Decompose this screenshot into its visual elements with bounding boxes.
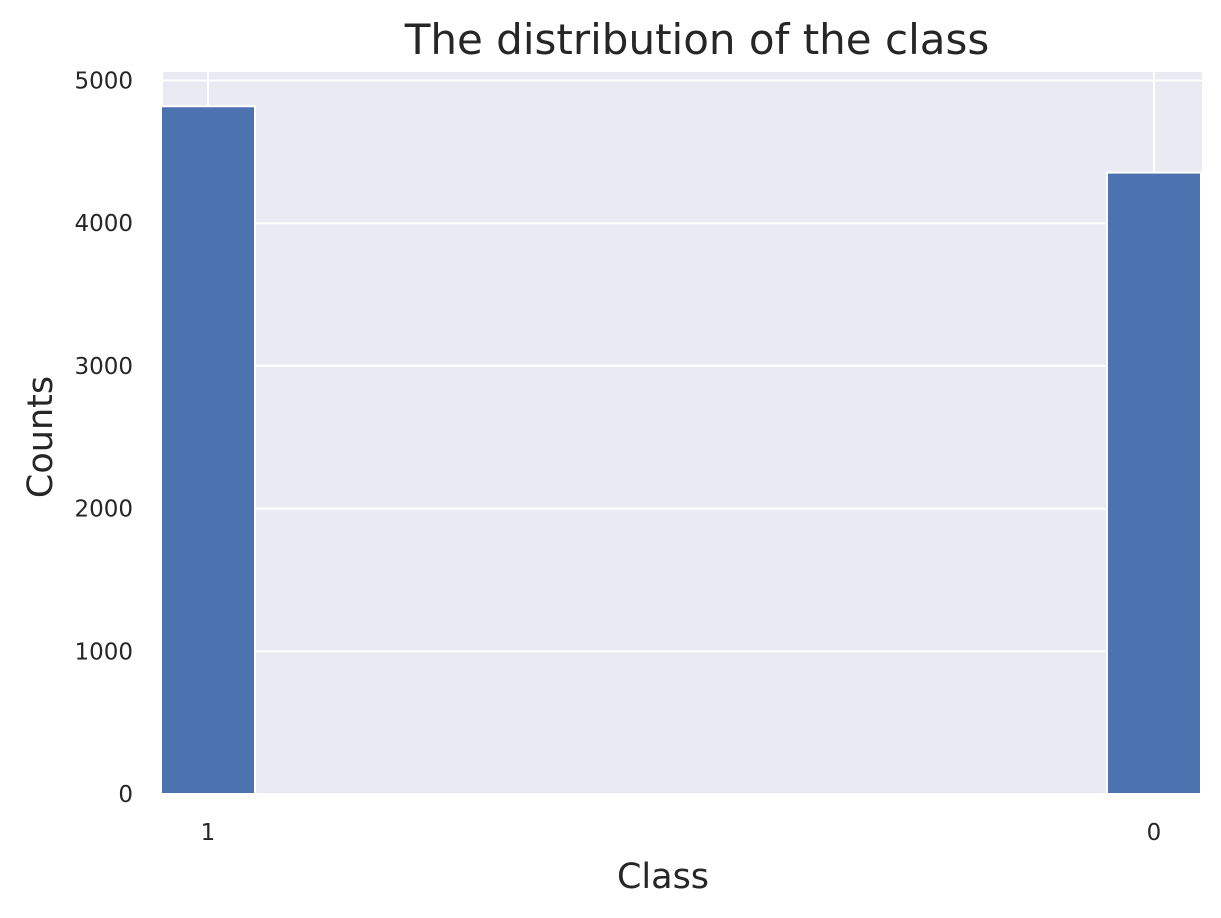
y-tick-label: 2000 bbox=[74, 497, 133, 523]
x-tick-label: 1 bbox=[201, 820, 216, 846]
y-tick-labels: 0 1000 2000 3000 4000 5000 bbox=[74, 69, 133, 808]
plot-area bbox=[163, 72, 1202, 794]
bar-0 bbox=[1106, 171, 1202, 796]
y-tick-label: 1000 bbox=[74, 639, 133, 665]
y-tick-label: 0 bbox=[118, 782, 133, 808]
y-tick-label: 4000 bbox=[74, 211, 133, 237]
x-axis-label: Class bbox=[617, 857, 709, 897]
y-tick-label: 5000 bbox=[74, 69, 133, 95]
x-tick-label: 0 bbox=[1147, 820, 1162, 846]
bars-group bbox=[160, 105, 1202, 796]
y-axis-label: Counts bbox=[21, 376, 61, 498]
y-tick-label: 3000 bbox=[74, 354, 133, 380]
chart-title: The distribution of the class bbox=[404, 15, 990, 64]
bar-1 bbox=[160, 105, 256, 795]
